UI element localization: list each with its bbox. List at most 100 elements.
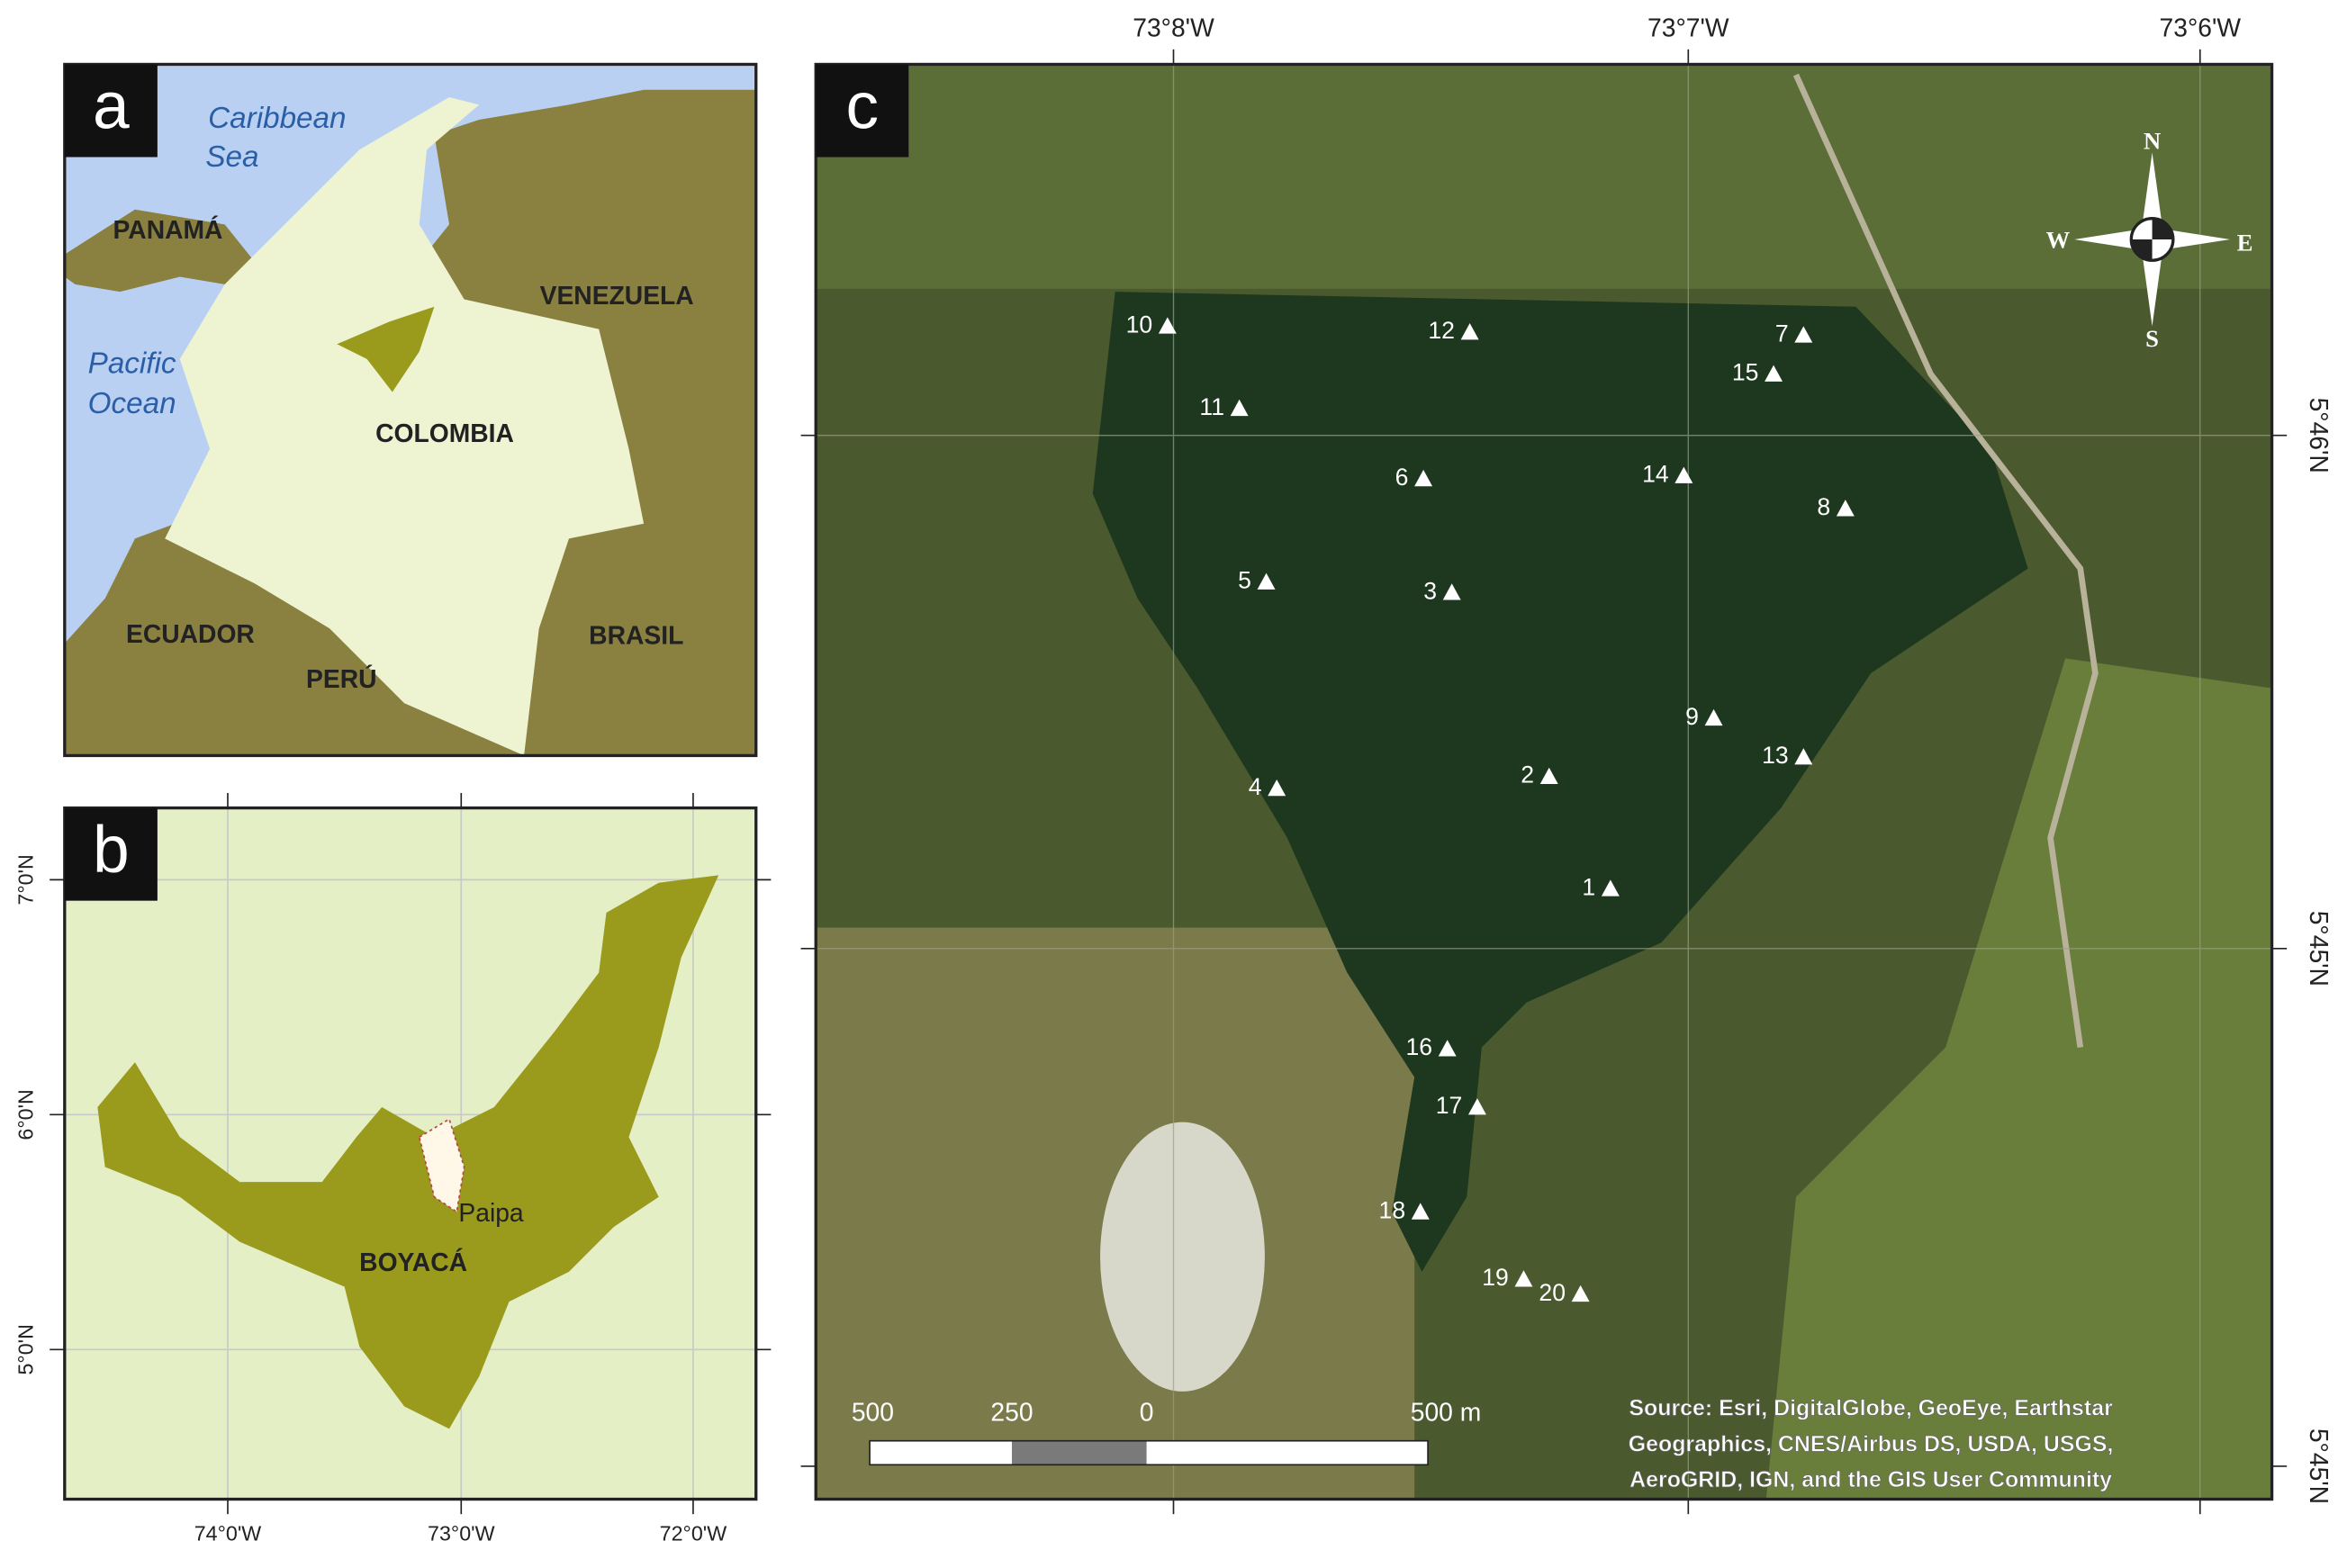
site-label: 3 [1423,577,1437,604]
site-label: 18 [1379,1196,1406,1223]
site-label: 7 [1775,320,1789,347]
fields [816,64,2272,289]
panel-a: a [63,62,758,758]
site-label: 12 [1428,317,1455,344]
scale-bar-segment [1011,1440,1147,1465]
y-tick-label: 5°0'N [14,1324,37,1374]
place-name: COLOMBIA [375,419,514,447]
label-box [64,64,158,158]
compass-letter: S [2145,325,2159,352]
label-box [64,807,158,901]
scale-label: 500 [852,1397,894,1426]
site-label: 14 [1642,461,1669,488]
site-marker [1411,1203,1430,1220]
site-marker [1257,572,1276,590]
site-marker [1601,879,1620,897]
site-label: 2 [1521,761,1534,789]
place-name: VENEZUELA [540,281,694,310]
compass [2074,152,2231,327]
site-marker [1414,469,1433,487]
panel-label: c [845,69,879,142]
site-label: 5 [1238,567,1251,594]
label-box [816,64,909,158]
site-marker [1794,748,1813,765]
site-marker [1460,323,1479,340]
site-marker [1438,1040,1457,1057]
site-marker [1539,767,1558,784]
scale-label: 500 m [1411,1397,1482,1426]
site-label: 15 [1732,359,1759,386]
site-marker [1836,500,1855,517]
scale-bar [869,1439,1429,1466]
site-label: 1 [1582,873,1595,900]
lake [1092,292,2028,1272]
compass-letter: W [2046,226,2071,253]
place-name: ECUADOR [126,619,255,648]
place-name: Sea [205,140,258,174]
y-tick-label: 5°45'N [2305,911,2333,987]
place-name: BOYACÁ [359,1248,467,1276]
source-text: Geographics, CNES/Airbus DS, USDA, USGS, [1629,1431,2114,1456]
site-label: 6 [1395,464,1409,491]
site-label: 8 [1817,493,1830,520]
compass-letter: E [2237,230,2253,257]
site-marker [1442,583,1461,600]
site-label: 20 [1539,1279,1566,1306]
site-marker [1704,708,1723,726]
scale-label: 0 [1140,1397,1154,1426]
site-marker [1765,365,1783,382]
place-name: Caribbean [208,102,346,135]
pasture [1765,658,2272,1500]
place-name: Paipa [458,1198,524,1227]
place-name: BRASIL [589,621,683,650]
site-marker [1794,326,1813,343]
compass-letter: N [2144,128,2161,155]
place-name: Ocean [88,387,176,420]
source-text: Source: Esri, DigitalGlobe, GeoEye, Eart… [1629,1395,2113,1420]
road [1792,73,2099,1049]
site-label: 16 [1405,1033,1432,1060]
site-label: 13 [1762,742,1789,769]
paipa [418,1118,465,1213]
site-marker [1674,466,1693,483]
frame [814,62,2274,1501]
x-tick-label: 73°7'W [1647,14,1729,42]
panel-label: a [93,69,130,142]
site-marker [1268,779,1286,797]
source-text: AeroGRID, IGN, and the GIS User Communit… [1629,1467,2112,1492]
boyaca-region [337,306,435,392]
x-tick-label: 74°0'W [194,1522,262,1545]
y-tick-label: 7°0'N [14,854,37,905]
panel-label: b [93,813,130,886]
site-label: 11 [1199,393,1224,420]
site-marker [1571,1284,1590,1302]
site-marker [1230,399,1249,417]
land [64,89,756,756]
x-tick-label: 73°6'W [2160,14,2242,42]
site-marker [1158,317,1177,334]
site-label: 19 [1482,1264,1509,1291]
site-label: 9 [1685,703,1699,730]
y-tick-label: 5°46'N [2305,398,2333,473]
x-tick-label: 72°0'W [660,1522,727,1545]
place-name: PERÚ [306,664,377,693]
y-tick-label: 6°0'N [14,1089,37,1140]
x-tick-label: 73°0'W [428,1522,495,1545]
panel-b: b [63,806,758,1501]
place-name: Pacific [88,347,176,380]
frame [63,806,758,1501]
site-label: 17 [1436,1092,1463,1119]
site-marker [1467,1098,1486,1115]
x-tick-label: 73°8'W [1133,14,1214,42]
place-name: PANAMÁ [113,215,223,244]
site-label: 10 [1126,311,1153,338]
scale-label: 250 [990,1397,1033,1426]
site-label: 4 [1249,773,1262,800]
y-tick-label: 5°45'N [2305,1428,2333,1504]
site-marker [1514,1270,1533,1287]
cloud [1100,1122,1265,1392]
colombia [165,97,645,756]
frame [63,62,758,758]
